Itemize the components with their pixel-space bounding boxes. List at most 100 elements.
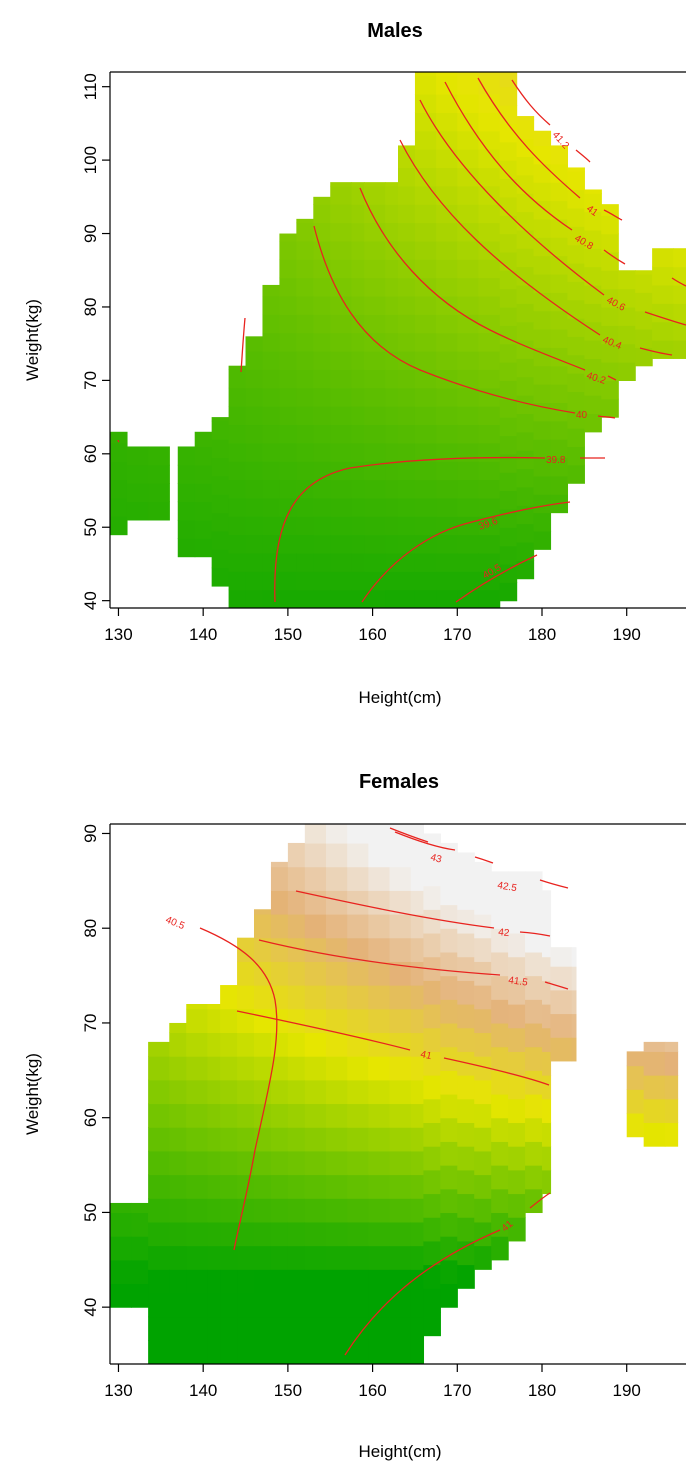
males-heatmap-cell	[245, 479, 264, 499]
females-heatmap-cell	[207, 1340, 221, 1364]
males-heatmap-cell	[398, 424, 416, 444]
males-y-ticks: 40 50 60 70 80 90 100 110	[81, 73, 110, 610]
males-heatmap-cell	[457, 534, 480, 554]
females-heatmap-cell	[389, 866, 412, 891]
males-x-tick-label: 180	[528, 625, 556, 644]
males-heatmap-cell	[457, 589, 480, 608]
males-heatmap-cell	[478, 461, 501, 481]
males-heatmap-cell	[499, 380, 518, 400]
males-heatmap-cell	[436, 295, 458, 315]
females-heatmap-cell	[542, 1122, 552, 1147]
males-heatmap-cell	[499, 160, 518, 180]
males-heatmap-cell	[313, 406, 331, 426]
females-heatmap-cell	[287, 1198, 306, 1223]
females-heatmap-cell	[169, 1316, 187, 1341]
females-heatmap-cell	[287, 1269, 306, 1294]
males-heatmap-cell	[584, 303, 602, 323]
females-heatmap-cell	[326, 1103, 348, 1128]
females-heatmap-cell	[423, 1217, 441, 1242]
males-heatmap-cell	[262, 369, 281, 389]
females-heatmap-cell	[270, 961, 289, 986]
females-heatmap-cell	[148, 1245, 170, 1270]
females-heatmap-cell	[270, 985, 289, 1010]
males-heatmap-cell	[499, 141, 518, 161]
males-heatmap-cell	[211, 567, 230, 587]
males-heatmap-cell	[618, 270, 636, 290]
females-heatmap-cell	[508, 1027, 526, 1052]
males-heatmap-cell	[296, 552, 314, 572]
females-heatmap-cell	[270, 1292, 289, 1318]
males-heatmap-cell	[279, 497, 297, 517]
males-heatmap-cell	[398, 277, 416, 297]
males-x-ticks: 130 140 150 160 170 180 190	[104, 608, 641, 644]
males-heatmap-cell	[211, 457, 230, 477]
females-heatmap-cell	[270, 937, 289, 962]
females-heatmap-cell	[368, 1316, 391, 1341]
females-heatmap-cell	[304, 1269, 327, 1294]
males-heatmap-cell	[584, 358, 602, 378]
males-y-tick-label: 50	[81, 518, 100, 537]
males-heatmap-cell	[313, 424, 331, 444]
males-heatmap-cell	[414, 442, 437, 462]
males-heatmap-cell	[414, 112, 437, 132]
males-heatmap-cell	[652, 303, 674, 323]
females-heatmap-cell	[270, 1269, 289, 1294]
females-heatmap-cell	[474, 861, 492, 868]
females-heatmap-cell	[304, 1245, 327, 1270]
males-x-axis-label: Height(cm)	[358, 688, 441, 707]
males-heatmap-cell	[398, 167, 416, 187]
males-heatmap-cell	[414, 314, 437, 334]
females-heatmap-cell	[525, 951, 543, 977]
males-heatmap-cell	[601, 398, 619, 418]
females-heatmap-cell	[237, 1032, 255, 1057]
males-heatmap-cell	[296, 589, 314, 608]
males-heatmap-cell	[364, 589, 386, 608]
females-heatmap-cell	[440, 999, 458, 1024]
males-heatmap-cell	[351, 479, 365, 499]
females-heatmap-cell	[474, 890, 492, 915]
females-heatmap-cell	[368, 1032, 391, 1057]
males-heatmap-cell	[262, 332, 281, 352]
females-heatmap-cell	[491, 880, 509, 906]
females-heatmap-cell	[326, 1221, 348, 1247]
females-heatmap	[110, 824, 679, 1364]
males-contour-41	[477, 77, 686, 287]
females-heatmap-cell	[347, 1340, 369, 1364]
males-heatmap-cell	[457, 94, 480, 113]
females-heatmap-cell	[220, 1221, 238, 1247]
males-heatmap-cell	[351, 461, 365, 481]
females-heatmap-cell	[508, 932, 526, 958]
males-heatmap-cell	[385, 277, 399, 297]
females-heatmap-cell	[326, 1292, 348, 1318]
males-heatmap-cell	[436, 534, 458, 554]
females-heatmap-cell	[169, 1198, 187, 1223]
males-heatmap-cell	[499, 251, 518, 271]
males-heatmap-cell	[414, 295, 437, 315]
females-heatmap-cell	[186, 1245, 209, 1270]
males-heatmap-cell	[330, 295, 353, 315]
females-y-ticks: 40 50 60 70 80 90	[81, 824, 110, 1317]
females-heatmap-cell	[304, 937, 327, 962]
males-heatmap-cell	[364, 406, 386, 426]
males-contour-40	[313, 225, 616, 419]
females-heatmap-cell	[491, 1094, 509, 1119]
males-heatmap-cell	[436, 185, 458, 205]
males-heatmap-cell	[673, 284, 686, 304]
males-heatmap-cell	[330, 277, 353, 297]
females-heatmap-cell	[423, 1193, 441, 1218]
males-heatmap-cell	[364, 240, 386, 260]
males-heatmap-cell	[296, 277, 314, 297]
males-heatmap-cell	[457, 259, 480, 279]
males-panel: Males 40.5 39.6 39.8 40 40.2 40.4 40.6 4…	[23, 20, 686, 707]
males-heatmap-cell	[414, 222, 437, 242]
males-heatmap-cell	[177, 483, 196, 503]
females-heatmap-cell	[169, 1221, 187, 1247]
males-heatmap-cell	[414, 497, 437, 517]
females-heatmap-cell	[270, 861, 289, 868]
males-heatmap-cell	[436, 461, 458, 481]
females-heatmap-cell	[410, 1198, 425, 1223]
females-x-tick-label: 130	[104, 1381, 132, 1400]
females-heatmap-cell	[423, 1122, 441, 1147]
males-heatmap-cell	[194, 431, 213, 448]
